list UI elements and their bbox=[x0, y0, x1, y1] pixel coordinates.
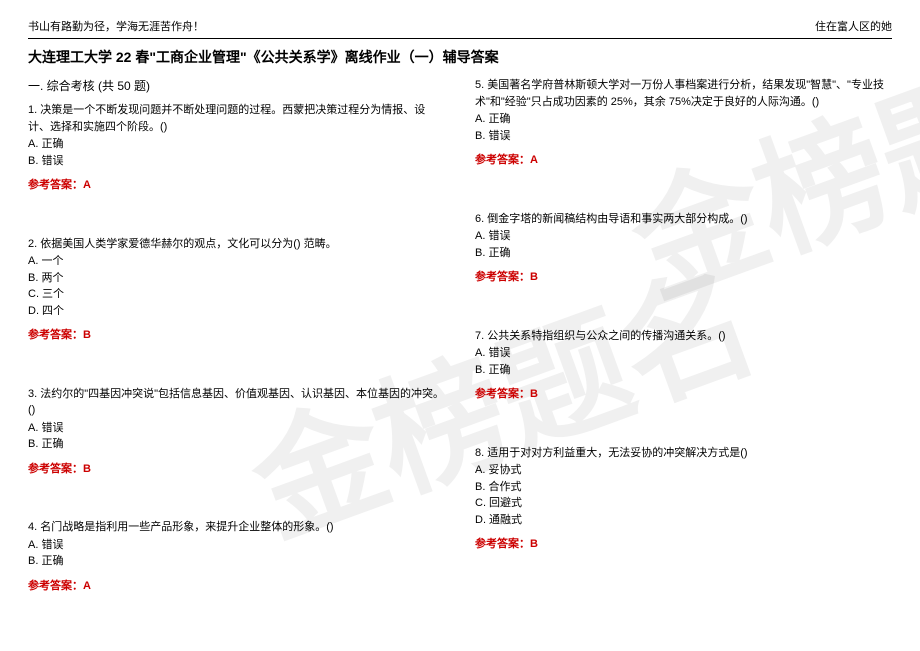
question-block: 7. 公共关系特指组织与公众之间的传播沟通关系。()A. 错误B. 正确参考答案… bbox=[475, 328, 892, 403]
question-option: A. 一个 bbox=[28, 253, 445, 270]
question-option: B. 错误 bbox=[28, 153, 445, 170]
answer-label: 参考答案：B bbox=[475, 269, 892, 286]
header-left: 书山有路勤为径，学海无涯苦作舟！ bbox=[28, 18, 204, 34]
question-text: 1. 决策是一个不断发现问题并不断处理问题的过程。西蒙把决策过程分为情报、设计、… bbox=[28, 102, 445, 135]
question-option: C. 回避式 bbox=[475, 495, 892, 512]
answer-label: 参考答案：B bbox=[28, 327, 445, 344]
question-option: A. 错误 bbox=[28, 537, 445, 554]
question-text: 6. 倒金字塔的新闻稿结构由导语和事实两大部分构成。() bbox=[475, 211, 892, 228]
question-option: D. 四个 bbox=[28, 303, 445, 320]
question-block: 4. 名门战略是指利用一些产品形象，来提升企业整体的形象。()A. 错误B. 正… bbox=[28, 519, 445, 594]
question-text: 2. 依据美国人类学家爱德华赫尔的观点，文化可以分为() 范畴。 bbox=[28, 236, 445, 253]
answer-label: 参考答案：B bbox=[475, 536, 892, 553]
question-option: C. 三个 bbox=[28, 286, 445, 303]
question-block: 3. 法约尔的"四基因冲突说"包括信息基因、价值观基因、认识基因、本位基因的冲突… bbox=[28, 386, 445, 478]
question-option: B. 正确 bbox=[28, 553, 445, 570]
question-option: A. 错误 bbox=[475, 228, 892, 245]
question-block: 5. 美国著名学府普林斯顿大学对一万份人事档案进行分析，结果发现"智慧"、"专业… bbox=[475, 77, 892, 169]
question-option: B. 正确 bbox=[475, 245, 892, 262]
question-block: 8. 适用于对对方利益重大，无法妥协的冲突解决方式是()A. 妥协式B. 合作式… bbox=[475, 445, 892, 553]
question-text: 4. 名门战略是指利用一些产品形象，来提升企业整体的形象。() bbox=[28, 519, 445, 536]
answer-label: 参考答案：B bbox=[28, 461, 445, 478]
question-option: B. 错误 bbox=[475, 128, 892, 145]
question-option: A. 正确 bbox=[475, 111, 892, 128]
question-option: A. 妥协式 bbox=[475, 462, 892, 479]
question-text: 8. 适用于对对方利益重大，无法妥协的冲突解决方式是() bbox=[475, 445, 892, 462]
question-option: B. 正确 bbox=[475, 362, 892, 379]
question-option: A. 正确 bbox=[28, 136, 445, 153]
question-text: 7. 公共关系特指组织与公众之间的传播沟通关系。() bbox=[475, 328, 892, 345]
question-text: 5. 美国著名学府普林斯顿大学对一万份人事档案进行分析，结果发现"智慧"、"专业… bbox=[475, 77, 892, 110]
section-subtitle: 一. 综合考核 (共 50 题) bbox=[28, 77, 445, 94]
question-block: 1. 决策是一个不断发现问题并不断处理问题的过程。西蒙把决策过程分为情报、设计、… bbox=[28, 102, 445, 194]
question-option: A. 错误 bbox=[28, 420, 445, 437]
page-header: 书山有路勤为径，学海无涯苦作舟！ 住在富人区的她 bbox=[28, 18, 892, 34]
question-option: B. 合作式 bbox=[475, 479, 892, 496]
question-option: B. 两个 bbox=[28, 270, 445, 287]
question-text: 3. 法约尔的"四基因冲突说"包括信息基因、价值观基因、认识基因、本位基因的冲突… bbox=[28, 386, 445, 419]
header-right: 住在富人区的她 bbox=[815, 18, 892, 34]
question-option: B. 正确 bbox=[28, 436, 445, 453]
question-option: A. 错误 bbox=[475, 345, 892, 362]
answer-label: 参考答案：A bbox=[475, 152, 892, 169]
question-block: 2. 依据美国人类学家爱德华赫尔的观点，文化可以分为() 范畴。A. 一个B. … bbox=[28, 236, 445, 344]
answer-label: 参考答案：A bbox=[28, 177, 445, 194]
answer-label: 参考答案：A bbox=[28, 578, 445, 595]
left-column: 一. 综合考核 (共 50 题) 1. 决策是一个不断发现问题并不断处理问题的过… bbox=[28, 77, 445, 636]
answer-label: 参考答案：B bbox=[475, 386, 892, 403]
question-block: 6. 倒金字塔的新闻稿结构由导语和事实两大部分构成。()A. 错误B. 正确参考… bbox=[475, 211, 892, 286]
page-title: 大连理工大学 22 春"工商企业管理"《公共关系学》离线作业（一）辅导答案 bbox=[28, 47, 892, 67]
right-column: 5. 美国著名学府普林斯顿大学对一万份人事档案进行分析，结果发现"智慧"、"专业… bbox=[475, 77, 892, 636]
question-option: D. 通融式 bbox=[475, 512, 892, 529]
header-divider bbox=[28, 38, 892, 39]
